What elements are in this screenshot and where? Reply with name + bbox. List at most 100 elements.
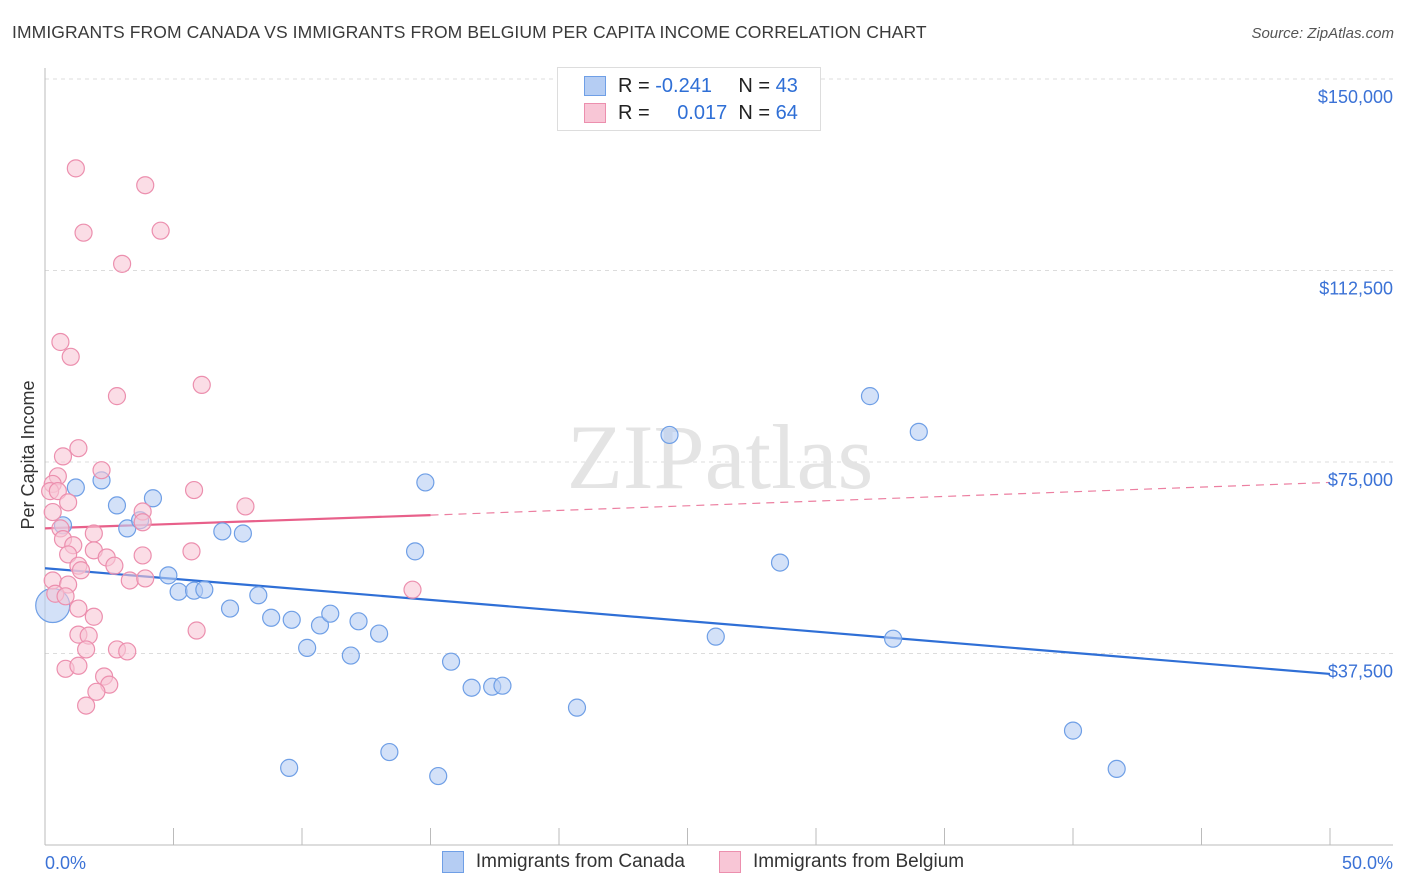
canada-point xyxy=(706,627,725,646)
n-label: N = xyxy=(738,101,771,124)
belgium-point xyxy=(92,461,111,480)
canada-point xyxy=(567,698,587,717)
belgium-n-value: 64 xyxy=(775,101,798,124)
belgium-point xyxy=(112,254,132,273)
canada-point xyxy=(321,604,340,623)
belgium-trend-line xyxy=(44,514,431,530)
belgium-point xyxy=(84,607,103,626)
canada-trend-line xyxy=(44,567,1331,676)
tick-labels: $37,500 $75,000 $112,500 $150,000 0.0% 50.0% xyxy=(45,87,1393,873)
belgium-point xyxy=(182,542,201,561)
canada-n-value: 43 xyxy=(775,74,798,97)
belgium-point xyxy=(69,599,88,618)
belgium-point xyxy=(105,556,124,575)
canada-point xyxy=(380,742,399,762)
canada-point xyxy=(349,612,368,631)
belgium-swatch xyxy=(584,103,606,123)
canada-point xyxy=(233,524,252,543)
belgium-point xyxy=(136,569,155,588)
canada-point xyxy=(493,676,512,695)
bottom-legend: Immigrants from Canada Immigrants from B… xyxy=(0,851,1406,873)
belgium-point xyxy=(133,546,152,565)
canada-point xyxy=(370,624,389,643)
canada-point xyxy=(169,582,188,601)
canada-point xyxy=(213,522,232,541)
belgium-swatch xyxy=(718,851,741,873)
chart-title: IMMIGRANTS FROM CANADA VS IMMIGRANTS FRO… xyxy=(12,22,927,42)
belgium-point xyxy=(59,493,78,512)
canada-point xyxy=(195,580,214,599)
canada-point xyxy=(107,496,127,515)
data-points xyxy=(35,159,1126,786)
canada-point xyxy=(220,599,240,618)
belgium-point xyxy=(403,580,422,599)
legend-label-belgium: Immigrants from Belgium xyxy=(752,851,965,872)
belgium-point xyxy=(66,159,85,178)
belgium-point xyxy=(107,387,127,406)
belgium-point xyxy=(69,656,88,675)
belgium-point xyxy=(133,513,152,532)
belgium-point xyxy=(61,347,80,366)
canada-point xyxy=(280,758,299,777)
belgium-point xyxy=(120,571,139,590)
y-tick-label: $75,000 xyxy=(1328,470,1393,490)
legend-row-canada: R = -0.241 N = 43 xyxy=(584,74,798,98)
canada-point xyxy=(143,489,163,508)
canada-point xyxy=(441,652,461,671)
canada-swatch xyxy=(441,851,464,873)
belgium-point xyxy=(87,682,106,701)
canada-point xyxy=(298,638,317,657)
belgium-point xyxy=(136,176,155,195)
belgium-point xyxy=(77,640,96,659)
canada-point xyxy=(249,586,268,605)
belgium-point xyxy=(84,524,103,543)
belgium-point xyxy=(51,332,70,352)
r-label: R = xyxy=(618,74,650,97)
watermark: ZIPatlas xyxy=(567,406,874,508)
canada-point xyxy=(118,519,137,538)
canada-point xyxy=(1107,759,1126,779)
n-label: N = xyxy=(738,74,771,97)
y-tick-label: $37,500 xyxy=(1328,662,1393,682)
belgium-point xyxy=(236,497,255,516)
belgium-point xyxy=(77,696,96,715)
canada-point xyxy=(66,478,85,497)
belgium-point xyxy=(48,482,67,501)
y-tick-label: $150,000 xyxy=(1318,87,1393,107)
canada-point xyxy=(883,629,903,648)
canada-point xyxy=(1063,721,1083,740)
y-tick-label: $112,500 xyxy=(1319,279,1393,299)
canada-point xyxy=(282,610,301,629)
canada-point xyxy=(770,553,790,572)
legend-label-canada: Immigrants from Canada xyxy=(475,851,685,872)
belgium-point xyxy=(192,375,211,394)
canada-swatch xyxy=(584,76,606,96)
belgium-point xyxy=(43,502,62,522)
belgium-point xyxy=(187,621,206,640)
legend: R = -0.241 N = 43 R = 0.017 N = 64 xyxy=(557,67,821,131)
canada-point xyxy=(341,646,360,665)
belgium-point xyxy=(53,447,73,466)
legend-item-belgium[interactable]: Immigrants from Belgium xyxy=(718,851,965,873)
canada-point xyxy=(462,678,481,697)
belgium-point xyxy=(74,223,93,242)
belgium-r-value: 0.017 xyxy=(677,101,728,124)
belgium-point xyxy=(71,561,91,580)
x-tick-label: 50.0% xyxy=(1342,853,1393,873)
canada-point xyxy=(159,566,178,585)
chart-source: Source: ZipAtlas.com xyxy=(1251,25,1394,42)
belgium-trend-extension xyxy=(430,481,1331,516)
belgium-point xyxy=(59,545,78,564)
x-tick-label: 0.0% xyxy=(45,853,86,873)
axes xyxy=(44,68,1393,846)
canada-point xyxy=(405,542,425,561)
legend-row-belgium: R = 0.017 N = 64 xyxy=(584,101,798,125)
canada-point xyxy=(860,387,880,406)
belgium-point xyxy=(118,642,137,661)
legend-item-canada[interactable]: Immigrants from Canada xyxy=(441,851,685,873)
grid-lines xyxy=(45,78,1393,654)
canada-r-value: -0.241 xyxy=(655,74,712,97)
y-axis-title: Per Capita Income xyxy=(18,380,38,529)
trend-lines xyxy=(44,481,1331,676)
